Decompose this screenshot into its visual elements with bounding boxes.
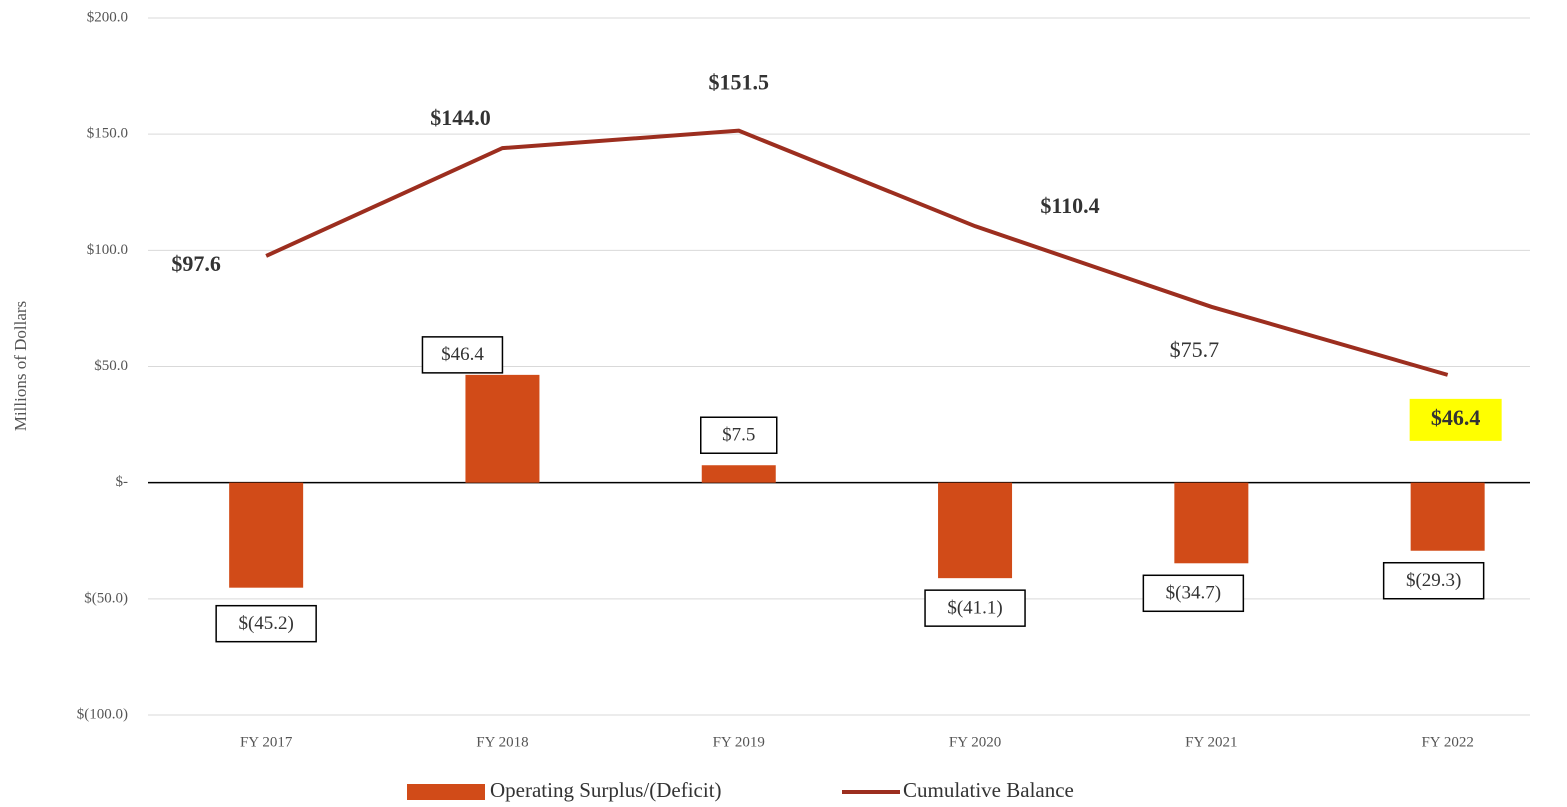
legend-label: Cumulative Balance: [903, 778, 1074, 802]
y-tick-label: $150.0: [87, 126, 128, 142]
data-label: $110.4: [1040, 193, 1099, 218]
bar: [1174, 482, 1249, 564]
highlight: [1409, 398, 1502, 441]
y-tick-label: $(50.0): [84, 590, 128, 606]
data-label: $(41.1): [947, 598, 1002, 619]
data-label: $151.5: [709, 70, 770, 95]
y-tick-label: $100.0: [87, 242, 128, 258]
data-label-box: [1382, 561, 1485, 600]
data-label-box: [421, 336, 504, 374]
y-tick-label: $50.0: [94, 358, 128, 374]
data-label: $97.6: [171, 251, 221, 276]
y-tick-label: $200.0: [87, 9, 128, 25]
data-label: $46.4: [441, 344, 484, 365]
legend-swatch: [407, 784, 485, 800]
data-label: $(45.2): [238, 613, 293, 634]
bar: [1410, 482, 1485, 551]
x-tick-label: FY 2020: [949, 734, 1001, 750]
x-tick-label: FY 2017: [240, 734, 293, 750]
data-label: $(34.7): [1166, 583, 1221, 604]
data-label: $46.4: [1431, 405, 1481, 430]
x-tick-label: FY 2018: [476, 734, 528, 750]
y-tick-label: $(100.0): [77, 706, 128, 722]
data-label: $(29.3): [1406, 570, 1461, 591]
data-label: $7.5: [722, 425, 755, 446]
x-tick-label: FY 2022: [1421, 734, 1473, 750]
data-label-box: [215, 604, 317, 643]
bar: [465, 374, 540, 483]
y-tick-label: $-: [116, 474, 129, 490]
bar: [938, 482, 1013, 579]
legend-label: Operating Surplus/(Deficit): [490, 778, 722, 802]
x-tick-label: FY 2019: [713, 734, 765, 750]
data-label: $144.0: [430, 105, 491, 130]
bar: [701, 465, 776, 483]
y-axis-label: Millions of Dollars: [11, 301, 30, 431]
data-label: $75.7: [1170, 337, 1220, 362]
bar: [229, 482, 304, 588]
data-label-box: [1142, 574, 1245, 613]
data-label-box: [700, 416, 778, 454]
line: [265, 128, 1449, 377]
x-tick-label: FY 2021: [1185, 734, 1237, 750]
data-label-box: [924, 589, 1026, 627]
